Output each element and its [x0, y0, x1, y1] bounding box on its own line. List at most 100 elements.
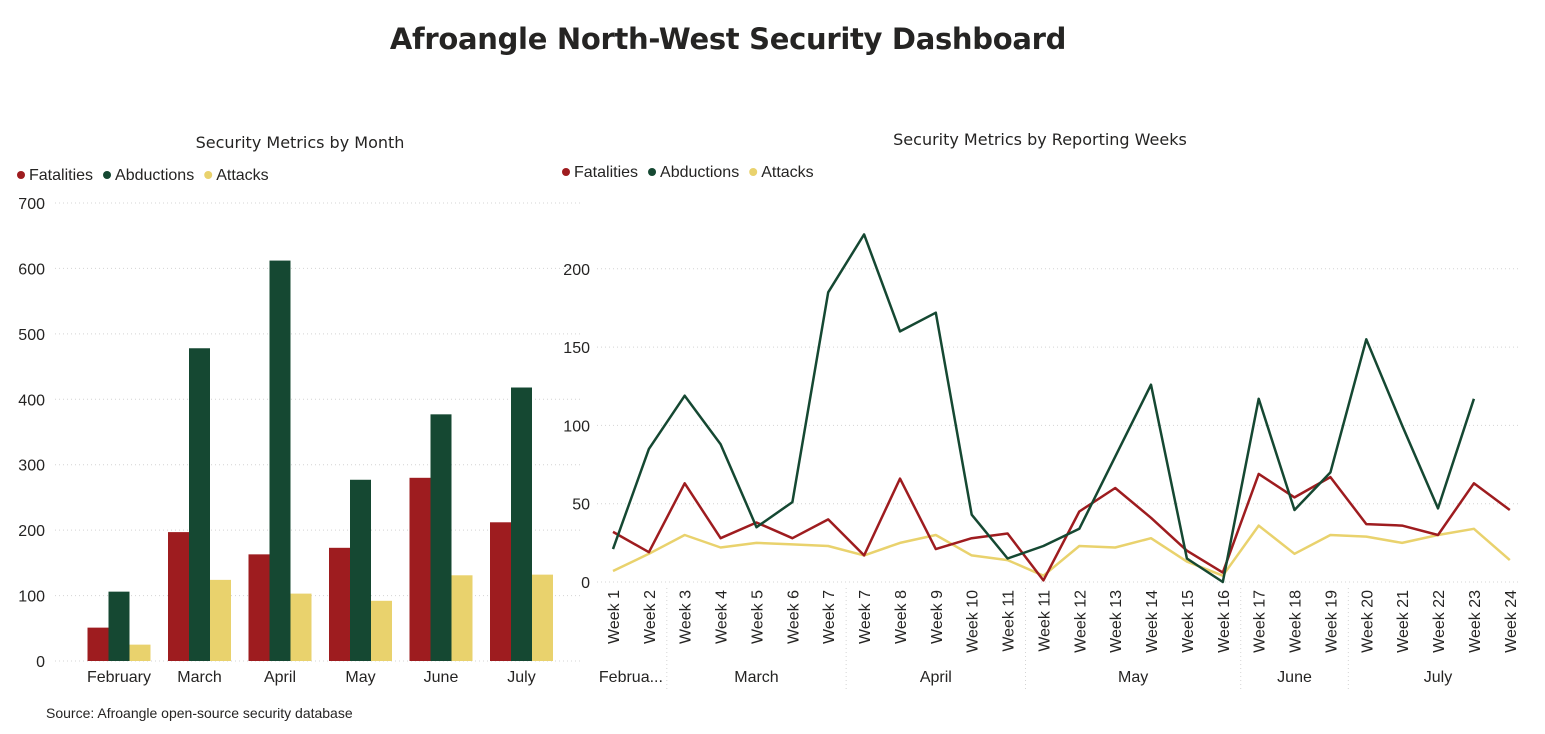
y-tick-label: 500: [18, 327, 45, 344]
x-tick-label: June: [424, 669, 459, 686]
x-tick-label: Week 9: [929, 590, 946, 644]
bar-abductions-may[interactable]: [350, 479, 371, 661]
line-chart-legend[interactable]: Fatalities Abductions Attacks: [562, 164, 814, 181]
x-tick-label: Week 4: [714, 590, 731, 644]
line-chart-grid: [597, 268, 1520, 583]
legend-label-fatalities[interactable]: Fatalities: [574, 164, 638, 181]
line-chart-y-axis: 0 50 100 150 200: [563, 262, 590, 592]
x-tick-label: Week 8: [893, 590, 910, 644]
legend-marker-abductions: [648, 168, 657, 176]
x-tick-label: Week 20: [1359, 590, 1376, 653]
line-abductions[interactable]: [611, 233, 1476, 584]
legend-label-abductions[interactable]: Abductions: [660, 164, 739, 181]
bar-fatalities-april[interactable]: [248, 554, 270, 661]
y-tick-label: 100: [563, 418, 590, 435]
bar-chart-y-axis: 0 100 200 300 400 500 600 700: [18, 196, 45, 671]
bar-abductions-february[interactable]: [108, 591, 130, 661]
line-attacks[interactable]: [612, 524, 1511, 577]
x-tick-label: Week 18: [1288, 590, 1305, 653]
y-tick-label: 700: [18, 196, 45, 213]
bar-attacks-june[interactable]: [451, 575, 473, 661]
bar-abductions-april[interactable]: [269, 260, 291, 661]
legend-label-attacks[interactable]: Attacks: [216, 167, 268, 184]
bar-abductions-march[interactable]: [189, 348, 210, 661]
legend-marker-abductions: [103, 171, 112, 179]
x-tick-label: Week 14: [1144, 590, 1161, 653]
source-note: Source: Afroangle open-source security d…: [46, 705, 353, 721]
legend-label-abductions[interactable]: Abductions: [115, 167, 194, 184]
line-chart-x-axis: Week 1 Week 2 Week 3 Week 4 Week 5 Week 6 Week…: [606, 590, 1520, 653]
x-tick-label: Week 3: [678, 590, 695, 644]
month-group-label: June: [1277, 669, 1312, 686]
line-chart-lines[interactable]: [611, 233, 1511, 584]
bar-fatalities-june[interactable]: [409, 477, 431, 661]
x-tick-label: Week 16: [1216, 590, 1233, 653]
x-tick-label: Week 24: [1503, 590, 1520, 653]
y-tick-label: 0: [581, 575, 590, 592]
x-tick-label: Week 15: [1180, 590, 1197, 653]
line-chart-title: Security Metrics by Reporting Weeks: [893, 130, 1187, 149]
bar-attacks-april[interactable]: [290, 593, 312, 661]
x-tick-label: Week 7: [821, 590, 838, 644]
x-tick-label: March: [177, 669, 221, 686]
legend-label-fatalities[interactable]: Fatalities: [29, 167, 93, 184]
y-tick-label: 150: [563, 340, 590, 357]
month-group-label: Februa...: [599, 669, 663, 686]
x-tick-label: Week 17: [1252, 590, 1269, 653]
x-tick-label: July: [507, 669, 535, 686]
bar-attacks-may[interactable]: [371, 600, 392, 661]
x-tick-label: Week 22: [1431, 590, 1448, 653]
bar-attacks-february[interactable]: [129, 644, 151, 661]
x-tick-label: May: [345, 669, 375, 686]
month-group-label: May: [1118, 669, 1148, 686]
x-tick-label: Week 2: [642, 590, 659, 644]
y-tick-label: 600: [18, 261, 45, 278]
legend-label-attacks[interactable]: Attacks: [761, 164, 813, 181]
bar-fatalities-march[interactable]: [168, 532, 189, 661]
bar-fatalities-july[interactable]: [490, 522, 511, 661]
y-tick-label: 400: [18, 392, 45, 409]
bar-attacks-july[interactable]: [532, 574, 553, 661]
bar-chart-title: Security Metrics by Month: [196, 133, 405, 152]
line-chart-month-groups: Februa... March April May June July: [599, 588, 1452, 690]
x-tick-label: Week 6: [785, 590, 802, 644]
month-group-label: April: [920, 669, 952, 686]
monthly-bar-chart: Security Metrics by Month Fatalities Abdu…: [17, 133, 582, 686]
bar-fatalities-may[interactable]: [329, 547, 350, 661]
x-tick-label: Week 10: [965, 590, 982, 653]
weekly-line-chart: Security Metrics by Reporting Weeks Fata…: [562, 130, 1520, 690]
y-tick-label: 50: [572, 497, 590, 514]
x-tick-label: Week 12: [1072, 590, 1089, 653]
bar-chart-bars[interactable]: [87, 260, 554, 661]
legend-marker-fatalities: [17, 171, 25, 179]
bar-chart-x-axis: February March April May June July: [87, 669, 536, 686]
y-tick-label: 100: [18, 589, 45, 606]
x-tick-label: Week 21: [1395, 590, 1412, 653]
x-tick-label: Week 13: [1108, 590, 1125, 653]
line-fatalities[interactable]: [612, 472, 1511, 582]
x-tick-label: April: [264, 669, 296, 686]
y-tick-label: 0: [36, 654, 45, 671]
y-tick-label: 200: [18, 523, 45, 540]
legend-marker-fatalities: [562, 168, 570, 176]
bar-fatalities-february[interactable]: [87, 627, 109, 661]
bar-abductions-july[interactable]: [511, 387, 532, 661]
bar-abductions-june[interactable]: [430, 414, 452, 661]
page-title: Afroangle North-West Security Dashboard: [389, 22, 1067, 56]
y-tick-label: 200: [563, 262, 590, 279]
month-group-label: March: [734, 669, 778, 686]
bar-chart-legend[interactable]: Fatalities Abductions Attacks: [17, 167, 269, 184]
x-tick-label: Week 1: [606, 590, 623, 644]
x-tick-label: Week 5: [749, 590, 766, 644]
bar-attacks-march[interactable]: [210, 579, 231, 661]
legend-marker-attacks: [204, 171, 213, 179]
legend-marker-attacks: [749, 168, 758, 176]
x-tick-label: Week 7: [857, 590, 874, 644]
month-group-label: July: [1424, 669, 1452, 686]
y-tick-label: 300: [18, 458, 45, 475]
x-tick-label: Week 11: [1036, 590, 1053, 652]
x-tick-label: Week 19: [1323, 590, 1340, 653]
x-tick-label: Week 11: [1001, 590, 1018, 652]
x-tick-label: Week 23: [1467, 590, 1484, 653]
